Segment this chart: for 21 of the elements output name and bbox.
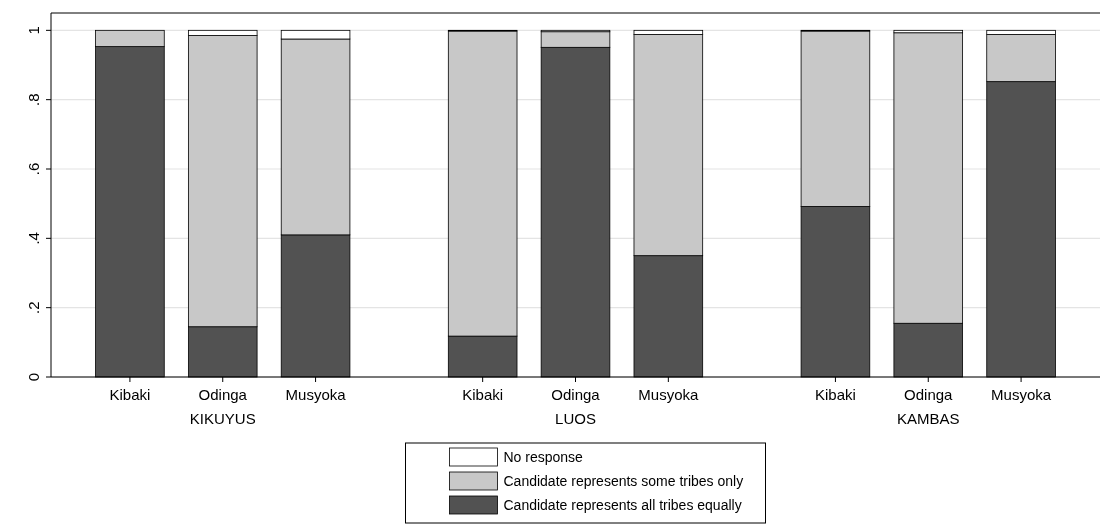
text: LUOS bbox=[555, 410, 596, 427]
legend-label: No response bbox=[503, 449, 584, 465]
legend-label: Candidate represents some tribes only bbox=[503, 473, 744, 489]
x-tick-label: Odinga bbox=[551, 386, 601, 403]
y-tick-label: 1 bbox=[25, 26, 42, 35]
y-tick-label: .4 bbox=[25, 232, 42, 245]
legend-label: Candidate represents all tribes equally bbox=[503, 497, 742, 513]
text: KIKUYUS bbox=[189, 410, 256, 427]
text: KAMBAS bbox=[897, 410, 960, 427]
y-tick-label: .2 bbox=[25, 301, 42, 314]
y-tick-label: 0 bbox=[25, 372, 42, 382]
y-tick-label: .6 bbox=[25, 162, 42, 176]
x-tick-label: Odinga bbox=[904, 386, 954, 403]
x-tick-label: Kibaki bbox=[815, 386, 856, 403]
x-tick-label: Kibaki bbox=[109, 386, 151, 403]
x-tick-label: Odinga bbox=[198, 386, 248, 403]
y-tick-label: .8 bbox=[25, 93, 42, 106]
x-tick-label: Kibaki bbox=[462, 386, 504, 403]
x-tick-label: Musyoka bbox=[638, 386, 699, 403]
x-tick-label: Musyoka bbox=[285, 386, 347, 403]
x-tick-label: Musyoka bbox=[991, 386, 1052, 403]
